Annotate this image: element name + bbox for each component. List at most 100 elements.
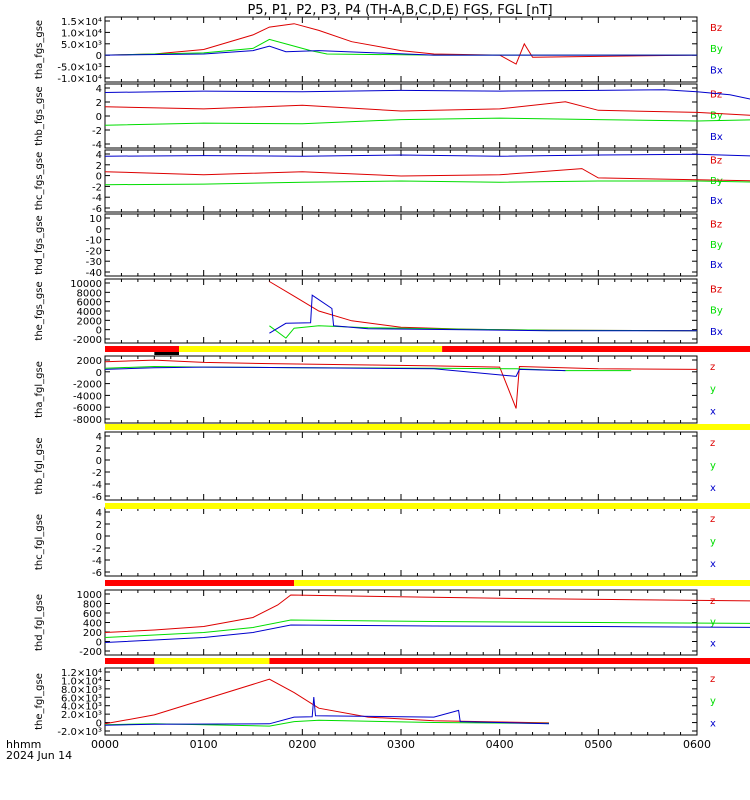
legend-Bx: Bx <box>710 196 723 207</box>
series-By <box>104 38 697 56</box>
ytick-label: 4.0×10³ <box>61 702 102 713</box>
legend-Bx: Bx <box>710 260 723 271</box>
ytick-label: 2 <box>96 161 102 172</box>
xtick-label: 0300 <box>387 738 415 751</box>
panel-4: thd_fgs_gse 100-10-20-30-40 Bz By Bx <box>34 213 723 279</box>
ytick-label: 2000 <box>77 356 102 367</box>
legend-Bz: Bz <box>710 23 722 34</box>
xtick-label: 0500 <box>584 738 612 751</box>
ytick-label: -2 <box>92 468 102 479</box>
ytick-label: 1.0×10⁴ <box>61 676 102 687</box>
ytick-label: 10 <box>89 214 102 225</box>
status-bar-3 <box>105 503 750 509</box>
ytick-label: -6 <box>92 204 102 215</box>
ytick-label: 4 <box>96 84 102 95</box>
panel-2: thb_fgs_gse 4 2 0 -2 -4 Bz By Bx <box>34 83 750 151</box>
legend-Bz: Bz <box>710 155 722 166</box>
ytick-label: 0 <box>96 638 102 649</box>
ytick-label: 8000 <box>77 288 102 299</box>
xtick-label: 0100 <box>190 738 218 751</box>
panel-ylabel: the_fgl_gse <box>34 673 45 730</box>
legend-Bz: Bz <box>710 90 722 101</box>
series-x <box>104 624 750 643</box>
legend-x: x <box>710 718 716 729</box>
status-bar-2 <box>105 424 750 430</box>
status-segment <box>105 346 179 352</box>
xtick-label: 0600 <box>683 738 711 751</box>
ytick-label: -1.0×10⁴ <box>57 74 102 85</box>
legend-y: y <box>710 461 716 472</box>
panel-ylabel: thd_fgs_gse <box>34 215 45 274</box>
ytick-label: -4 <box>92 556 102 567</box>
legend-x: x <box>710 483 716 494</box>
series-By <box>104 180 750 186</box>
ytick-label: 0 <box>96 172 102 183</box>
legend-x: x <box>710 406 716 417</box>
ytick-label: 0 <box>96 112 102 123</box>
ytick-label: 800 <box>83 600 102 611</box>
series-Bx <box>104 89 750 100</box>
ytick-label: 2 <box>96 520 102 531</box>
series-y <box>104 719 550 727</box>
panel-frame <box>104 278 698 344</box>
panel-10: the_fgl_gse 1.2×10⁴1.0×10⁴8.0×10³6.0×10³4… <box>34 667 716 738</box>
status-bar-5 <box>105 658 750 664</box>
series-Bz <box>104 23 698 65</box>
ytick-label: 1000 <box>77 590 102 601</box>
ytick-label: 2000 <box>77 316 102 327</box>
legend-By: By <box>710 44 723 55</box>
series-Bz <box>104 101 750 116</box>
legend-y: y <box>710 384 716 395</box>
ytick-label: 200 <box>83 628 102 639</box>
chart-title: P5, P1, P2, P3, P4 (TH-A,B,C,D,E) FGS, F… <box>247 3 552 18</box>
panel-frame <box>104 213 698 277</box>
status-segment <box>442 346 750 352</box>
ytick-label: -40 <box>86 268 102 279</box>
ytick-label: -10 <box>86 236 102 247</box>
legend-Bx: Bx <box>710 327 723 338</box>
series-Bx <box>104 153 750 157</box>
status-segment <box>269 658 750 664</box>
ytick-label: 0 <box>96 326 102 337</box>
series-z <box>104 359 698 409</box>
legend-z: z <box>710 514 715 525</box>
series-x <box>104 366 566 377</box>
ytick-label: 6000 <box>77 298 102 309</box>
legend-By: By <box>710 240 723 251</box>
legend-x: x <box>710 639 716 650</box>
legend-z: z <box>710 596 715 607</box>
ytick-label: -5.0×10³ <box>57 63 102 74</box>
panel-ylabel: thc_fgs_gse <box>34 152 45 211</box>
xtick-label: 0200 <box>288 738 316 751</box>
ytick-label: 0 <box>96 225 102 236</box>
date-label: 2024 Jun 14 <box>6 749 72 762</box>
ytick-label: -2000 <box>73 335 102 346</box>
ytick-label: -2 <box>92 544 102 555</box>
ytick-label: -200 <box>79 647 102 658</box>
legend-By: By <box>710 111 723 122</box>
series-Bz <box>104 168 750 182</box>
legend-Bz: Bz <box>710 285 722 296</box>
ytick-label: 1.0×10⁴ <box>61 28 102 39</box>
status-mark <box>154 352 179 355</box>
ytick-label: -2 <box>92 182 102 193</box>
status-bar-1 <box>105 346 750 355</box>
ytick-label: 0 <box>96 532 102 543</box>
ytick-label: 6.0×10³ <box>61 693 102 704</box>
status-segment <box>105 580 295 586</box>
ytick-label: -6000 <box>73 403 102 414</box>
legend-Bx: Bx <box>710 66 723 77</box>
panel-frame <box>104 355 698 424</box>
ytick-label: -4 <box>92 480 102 491</box>
legend-y: y <box>710 537 716 548</box>
panel-frame <box>104 431 698 501</box>
ytick-label: 4 <box>96 508 102 519</box>
ytick-label: 2.0×10³ <box>61 710 102 721</box>
panel-8: thc_fgl_gse 420-2-4-6 z yx <box>34 507 716 579</box>
legend-y: y <box>710 696 716 707</box>
ytick-label: 10000 <box>70 279 102 290</box>
ytick-label: 0 <box>96 456 102 467</box>
status-segment <box>154 658 270 664</box>
